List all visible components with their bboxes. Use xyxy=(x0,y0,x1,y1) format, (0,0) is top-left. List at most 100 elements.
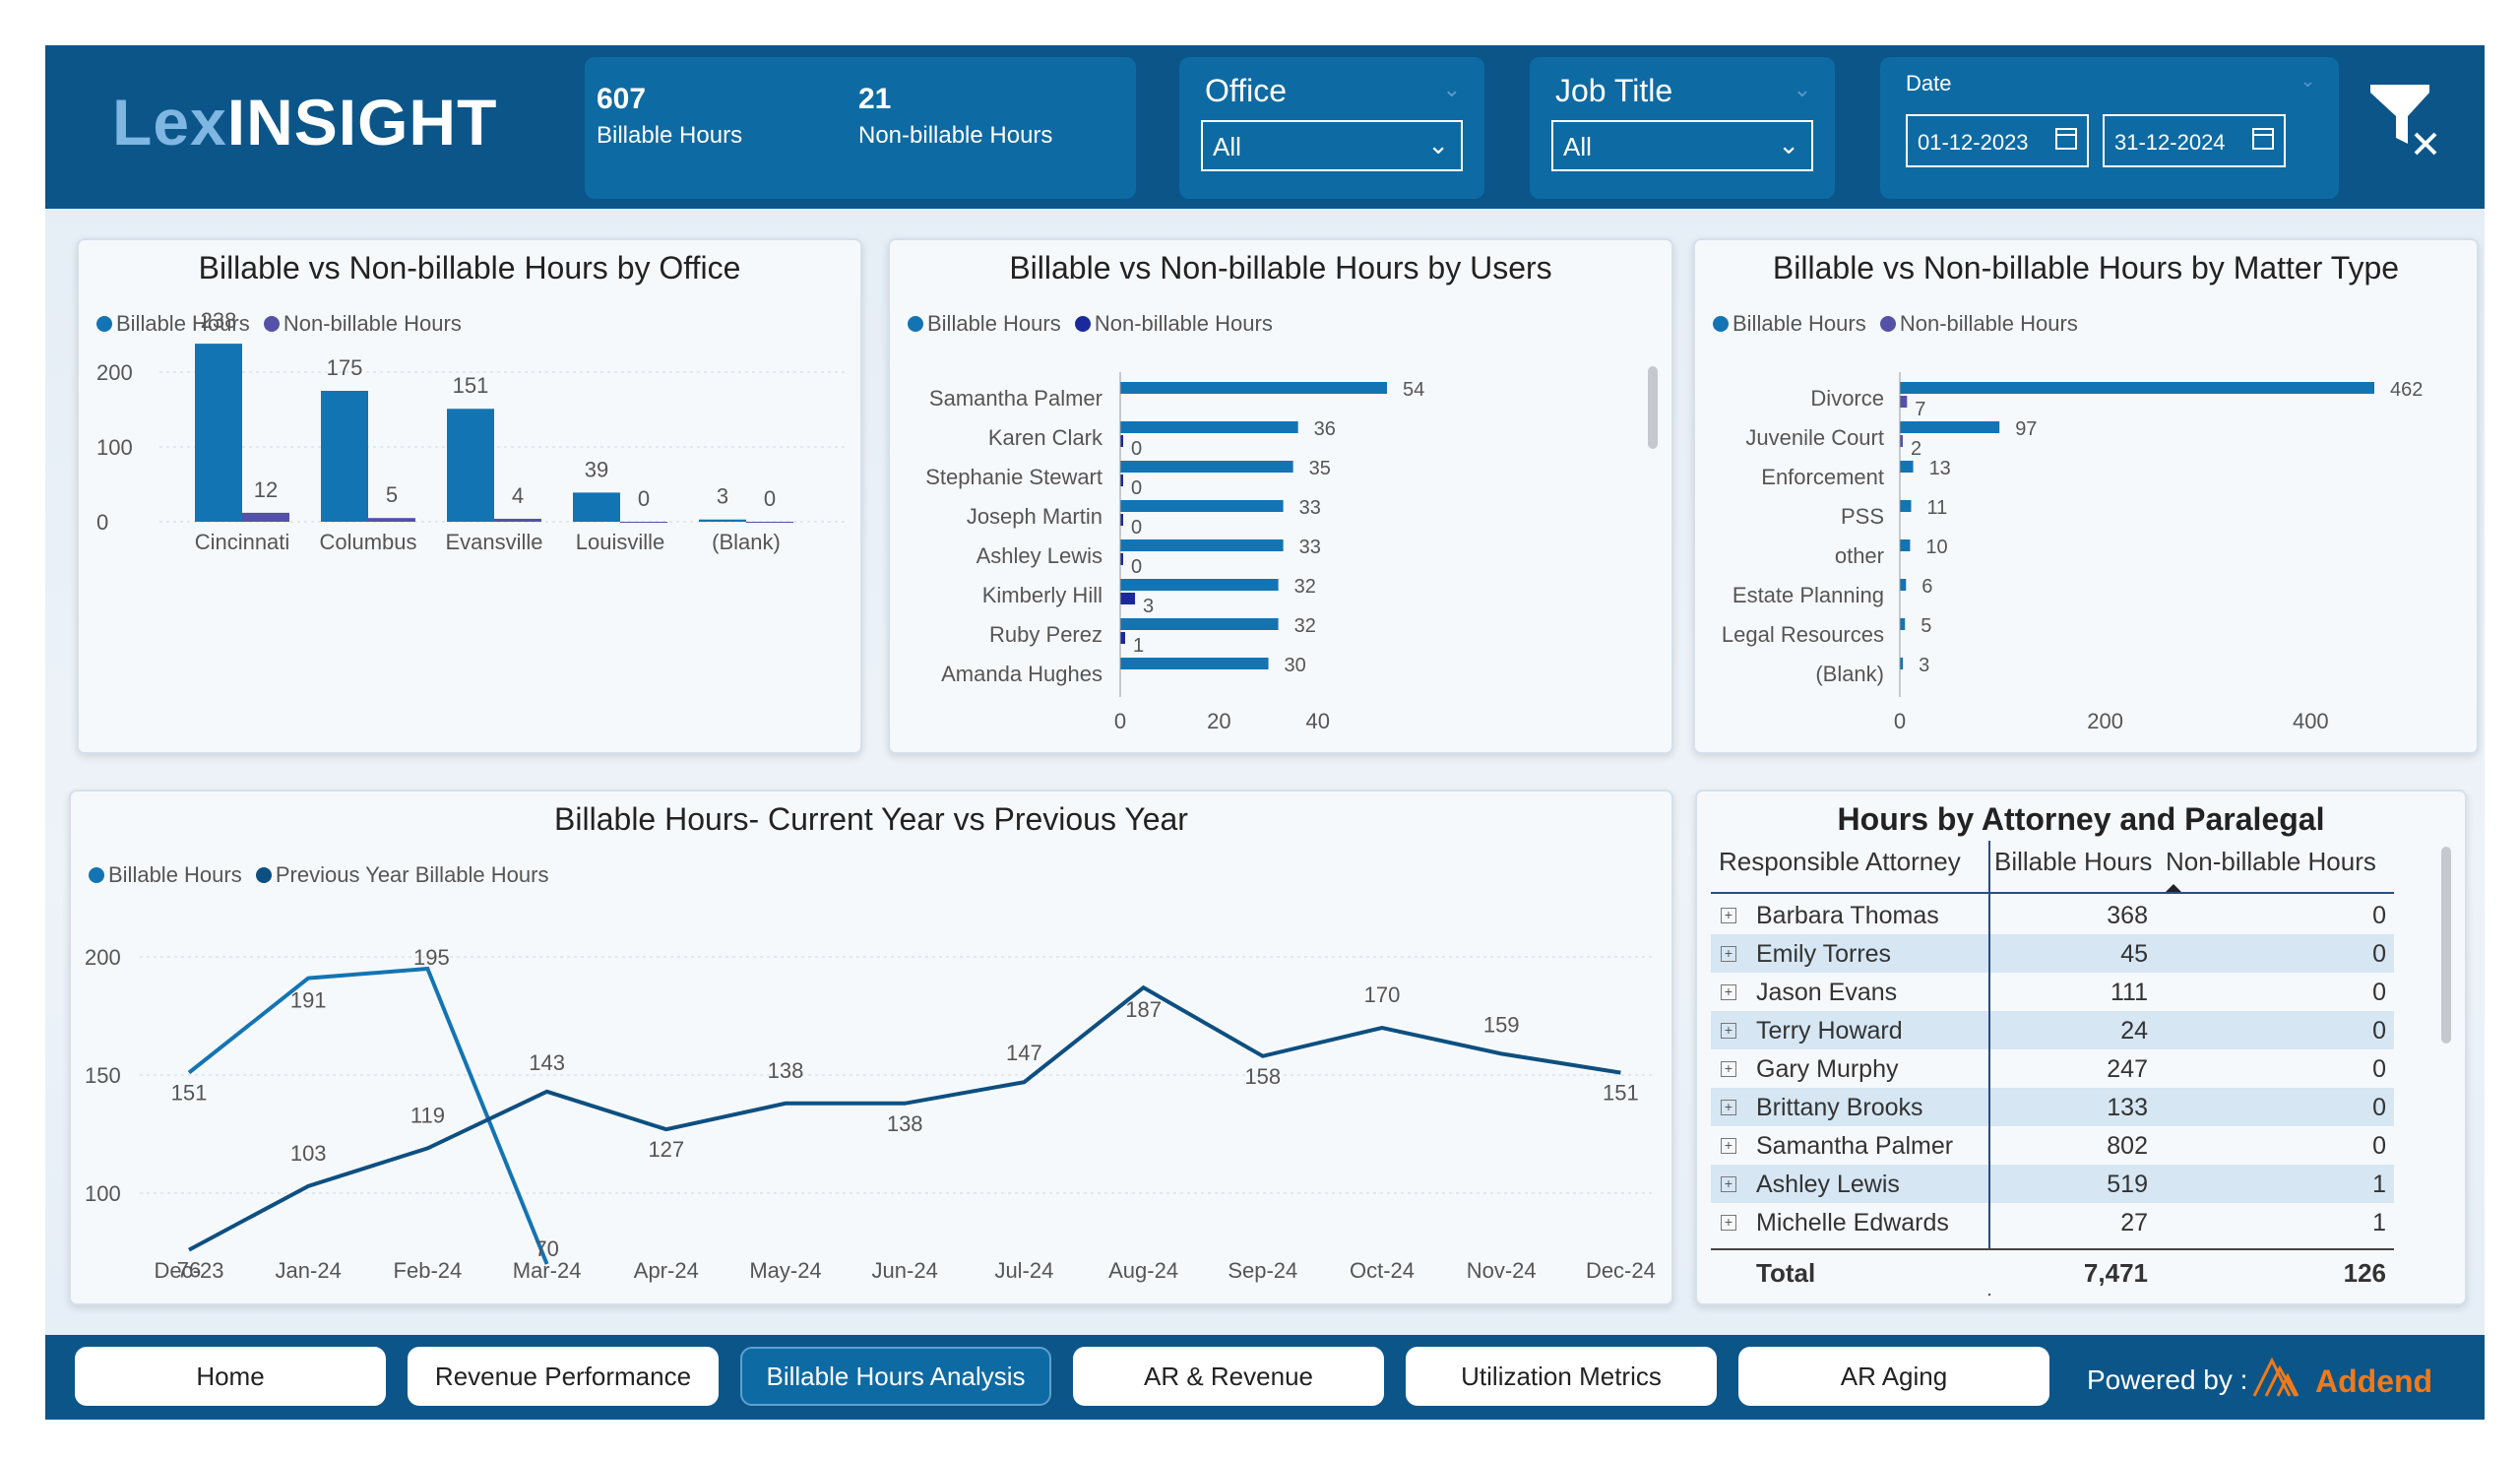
data-label: 195 xyxy=(413,945,450,970)
table-column-divider xyxy=(1988,841,1990,1296)
x-tick-label: Aug-24 xyxy=(1108,1258,1178,1283)
nav-button-ar-revenue[interactable]: AR & Revenue xyxy=(1073,1347,1384,1406)
y-tick-label: 100 xyxy=(96,435,133,460)
nonbillable-value: 0 xyxy=(2372,1017,2386,1045)
data-label-nonbillable: 3 xyxy=(1143,596,1154,617)
nav-button-billable-hours-analysis[interactable]: Billable Hours Analysis xyxy=(740,1347,1051,1406)
table-row[interactable]: + Emily Torres 45 0 xyxy=(1711,934,2394,973)
bar-nonbillable xyxy=(494,518,541,522)
col-header-nonbillable[interactable]: Non-billable Hours xyxy=(2166,847,2376,876)
legend-item-prev-year[interactable]: Previous Year Billable Hours xyxy=(255,862,548,887)
table-row[interactable]: + Gary Murphy 247 0 xyxy=(1711,1049,2394,1088)
legend-item-billable[interactable]: Billable Hours xyxy=(96,311,250,336)
data-label-billable: 36 xyxy=(1314,418,1336,440)
data-label-billable: 175 xyxy=(327,355,363,380)
bar-nonbillable xyxy=(368,518,415,522)
bar-billable xyxy=(1120,382,1387,394)
bar-billable xyxy=(1900,500,1912,512)
data-label-billable: 238 xyxy=(201,308,237,333)
data-label: 170 xyxy=(1364,982,1401,1007)
legend-item-nonbillable[interactable]: Non-billable Hours xyxy=(1074,311,1273,336)
end-date-value: 31-12-2024 xyxy=(2114,130,2226,155)
nav-button-utilization-metrics[interactable]: Utilization Metrics xyxy=(1406,1347,1717,1406)
nonbillable-value: 1 xyxy=(2372,1209,2386,1236)
office-chart-card: Billable vs Non-billable Hours by Office… xyxy=(77,238,862,754)
data-label: 187 xyxy=(1125,997,1162,1022)
expand-icon[interactable]: + xyxy=(1721,1215,1736,1231)
x-tick-label: Dec-24 xyxy=(1586,1258,1656,1283)
office-bar-chart: 0 100 200 238 12 Cincinnati 175 5 Columbus 151 4 Ev… xyxy=(96,308,847,554)
matter-chart-legend: Billable Hours Non-billable Hours xyxy=(1713,311,2086,337)
legend-dot-nonbillable xyxy=(263,316,280,332)
bar-billable xyxy=(1120,618,1279,630)
x-tick-label: Jun-24 xyxy=(872,1258,938,1283)
users-chart-scrollbar[interactable] xyxy=(1648,366,1658,449)
nav-button-revenue-performance[interactable]: Revenue Performance xyxy=(408,1347,719,1406)
col-header-billable[interactable]: Billable Hours xyxy=(1994,847,2153,876)
y-category-label: Legal Resources xyxy=(1722,622,1884,647)
nav-button-home[interactable]: Home xyxy=(75,1347,386,1406)
expand-icon[interactable]: + xyxy=(1721,984,1736,1000)
start-date-input[interactable]: 01-12-2023 xyxy=(1906,114,2089,167)
attorney-name: Ashley Lewis xyxy=(1756,1171,1900,1198)
y-category-label: Ashley Lewis xyxy=(976,543,1102,568)
legend-item-billable[interactable]: Billable Hours xyxy=(908,311,1061,336)
kpi-nonbillable: 21 Non-billable Hours xyxy=(858,83,1052,150)
end-date-input[interactable]: 31-12-2024 xyxy=(2103,114,2286,167)
expand-icon[interactable]: + xyxy=(1721,1176,1736,1192)
header-bar: LexINSIGHT 607 Billable Hours 21 Non-bil… xyxy=(45,45,2485,209)
data-label-billable: 3 xyxy=(1919,655,1929,676)
table-body: + Barbara Thomas 368 0 + Emily Torres 45 0 + Jaso… xyxy=(1711,896,2394,1250)
table-row[interactable]: + Barbara Thomas 368 0 xyxy=(1711,896,2394,934)
dashboard-canvas: LexINSIGHT 607 Billable Hours 21 Non-bil… xyxy=(45,45,2485,1420)
job-title-dropdown-value: All xyxy=(1563,132,1592,161)
data-label-billable: 6 xyxy=(1922,576,1932,598)
nav-button-ar-aging[interactable]: AR Aging xyxy=(1738,1347,2049,1406)
expand-icon[interactable]: + xyxy=(1721,1100,1736,1115)
bar-nonbillable xyxy=(242,512,289,522)
job-title-slicer-title: Job Title xyxy=(1555,73,1673,108)
data-label-nonbillable: 0 xyxy=(1131,556,1142,578)
table-row[interactable]: + Michelle Edwards 27 1 xyxy=(1711,1203,2394,1241)
calendar-icon[interactable] xyxy=(2252,128,2274,150)
calendar-icon[interactable] xyxy=(2055,128,2077,150)
data-label-billable: 11 xyxy=(1926,497,1947,519)
chevron-down-icon[interactable]: ⌄ xyxy=(1442,77,1461,101)
chevron-down-icon[interactable]: ⌄ xyxy=(2300,71,2315,91)
expand-icon[interactable]: + xyxy=(1721,908,1736,923)
clear-filters-icon[interactable] xyxy=(2366,81,2441,159)
y-category-label: Amanda Hughes xyxy=(941,662,1102,686)
legend-item-nonbillable[interactable]: Non-billable Hours xyxy=(263,311,462,336)
data-label-billable: 3 xyxy=(717,484,728,509)
job-title-dropdown[interactable]: All ⌄ xyxy=(1551,120,1813,171)
expand-icon[interactable]: + xyxy=(1721,1023,1736,1039)
table-row[interactable]: + Jason Evans 111 0 xyxy=(1711,973,2394,1011)
table-row[interactable]: + Ashley Lewis 519 1 xyxy=(1711,1165,2394,1203)
attorney-name: Michelle Edwards xyxy=(1756,1209,1949,1236)
table-header-row: Responsible Attorney Billable Hours Non-… xyxy=(1711,841,2394,894)
bar-billable xyxy=(1900,461,1914,473)
data-label-nonbillable: 7 xyxy=(1915,399,1925,420)
table-scrollbar[interactable] xyxy=(2441,847,2451,1044)
expand-icon[interactable]: + xyxy=(1721,1138,1736,1154)
expand-icon[interactable]: + xyxy=(1721,1061,1736,1077)
legend-item-billable[interactable]: Billable Hours xyxy=(89,862,242,887)
expand-icon[interactable]: + xyxy=(1721,946,1736,962)
attorney-name: Gary Murphy xyxy=(1756,1055,1899,1083)
data-label: 143 xyxy=(529,1050,565,1075)
total-nonbillable: 126 xyxy=(2343,1258,2386,1288)
legend-item-billable[interactable]: Billable Hours xyxy=(1713,311,1866,336)
legend-dot-prev-year xyxy=(255,867,272,883)
data-label-billable: 30 xyxy=(1285,655,1306,676)
billable-value: 519 xyxy=(2107,1171,2148,1198)
col-header-attorney[interactable]: Responsible Attorney xyxy=(1719,847,1961,876)
chevron-down-icon[interactable]: ⌄ xyxy=(1793,77,1811,101)
y-category-label: Samantha Palmer xyxy=(929,386,1102,411)
legend-item-nonbillable[interactable]: Non-billable Hours xyxy=(1879,311,2078,336)
table-row[interactable]: + Brittany Brooks 133 0 xyxy=(1711,1088,2394,1126)
table-row[interactable]: + Samantha Palmer 802 0 xyxy=(1711,1126,2394,1165)
data-label-billable: 10 xyxy=(1925,537,1947,558)
office-dropdown[interactable]: All ⌄ xyxy=(1201,120,1463,171)
table-row[interactable]: + Terry Howard 24 0 xyxy=(1711,1011,2394,1049)
data-label-billable: 35 xyxy=(1309,458,1331,479)
